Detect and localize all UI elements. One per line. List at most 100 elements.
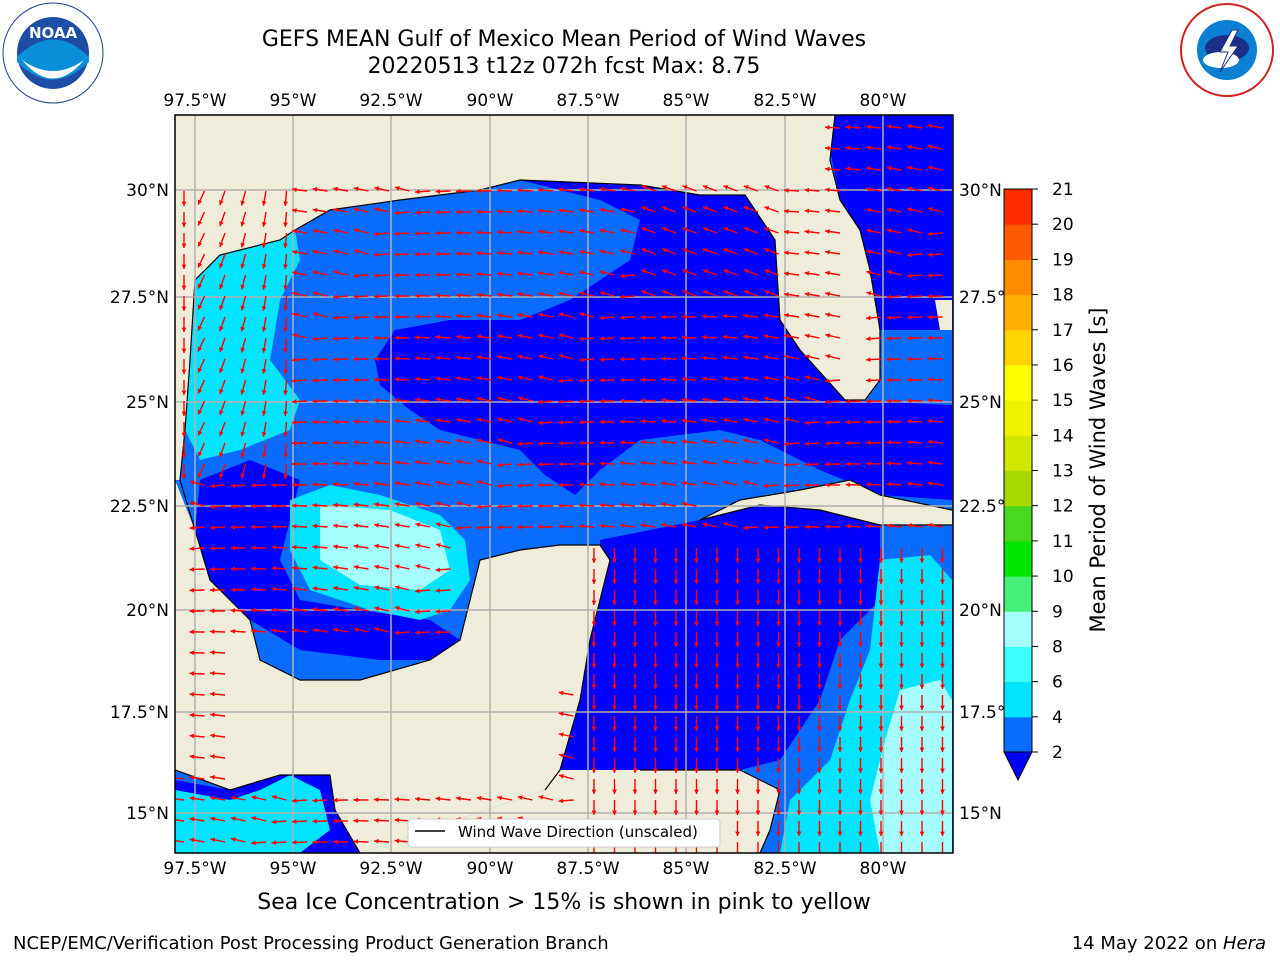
wave-direction-arrowhead xyxy=(661,522,666,528)
wave-direction-arrowhead xyxy=(661,439,666,445)
wave-direction-arrowhead xyxy=(825,378,830,384)
colorbar-segment xyxy=(1004,224,1032,260)
wave-direction-arrowhead xyxy=(886,207,892,213)
wave-direction-arrowhead xyxy=(743,185,749,190)
wave-direction-arrowhead xyxy=(837,726,843,731)
wave-direction-arrowhead xyxy=(558,503,563,509)
wave-direction-arrowhead xyxy=(858,663,863,668)
wave-direction-arrowhead xyxy=(476,209,481,215)
wave-direction-arrowhead xyxy=(796,600,802,605)
wave-direction-arrowhead xyxy=(292,270,298,276)
wave-direction-arrowhead xyxy=(271,524,276,530)
wave-direction-arrowhead xyxy=(796,810,802,815)
wave-direction-arrowhead xyxy=(878,726,884,731)
wave-direction-arrowhead xyxy=(189,525,195,531)
wave-direction-arrowhead xyxy=(415,564,421,569)
wave-direction-arrowhead xyxy=(435,355,441,361)
sea-ice-note: Sea Ice Concentration > 15% is shown in … xyxy=(257,890,871,915)
wave-direction-arrowhead xyxy=(435,480,441,486)
colorbar-tick-label: 10 xyxy=(1052,567,1074,587)
wave-direction-arrowhead xyxy=(333,294,338,300)
wave-direction-arrowhead xyxy=(796,684,802,689)
wave-direction-arrowhead xyxy=(735,558,740,563)
wave-direction-arrowhead xyxy=(837,600,843,605)
wave-direction-arrowhead xyxy=(817,768,822,773)
wave-direction-arrowhead xyxy=(886,165,892,171)
lon-label-top: 92.5°W xyxy=(359,91,422,111)
wave-direction-arrowhead xyxy=(197,451,203,457)
wave-direction-arrowhead xyxy=(653,579,658,584)
wave-direction-arrowhead xyxy=(394,606,400,611)
wave-direction-arrowhead xyxy=(210,504,215,510)
wave-direction-arrowhead xyxy=(817,558,822,563)
wave-direction-arrowhead xyxy=(673,747,679,752)
wave-direction-arrowhead xyxy=(735,663,740,668)
wave-direction-arrowhead xyxy=(558,354,564,359)
wave-direction-arrowhead xyxy=(517,462,523,468)
wave-direction-arrowhead xyxy=(899,705,904,710)
wave-direction-arrowhead xyxy=(189,671,195,676)
wave-direction-arrowhead xyxy=(415,459,420,465)
map-frame xyxy=(174,114,954,854)
wave-direction-arrowhead xyxy=(694,642,699,647)
wave-direction-arrowhead xyxy=(374,252,379,258)
wave-direction-arrowhead xyxy=(353,564,359,570)
wave-direction-arrowhead xyxy=(927,123,933,129)
wave-direction-arrowhead xyxy=(694,558,699,563)
wave-direction-arrowhead xyxy=(374,293,379,299)
wave-direction-arrowhead xyxy=(661,356,666,362)
wave-direction-arrowhead xyxy=(743,438,749,444)
wave-direction-arrowhead xyxy=(558,333,564,338)
wave-direction-arrowhead xyxy=(632,726,638,731)
wave-direction-arrowhead xyxy=(456,272,461,277)
wave-direction-arrowhead xyxy=(435,438,441,444)
wave-direction-arrowhead xyxy=(219,326,224,332)
wave-direction-arrowhead xyxy=(899,579,904,584)
wave-direction-arrowhead xyxy=(210,837,216,843)
wave-direction-arrowhead xyxy=(755,747,761,752)
wave-direction-arrowhead xyxy=(858,810,863,815)
wave-direction-arrowhead xyxy=(456,334,461,340)
wave-direction-arrowhead xyxy=(591,663,597,668)
wave-direction-arrowhead xyxy=(927,356,932,362)
wave-direction-arrowhead xyxy=(292,798,297,804)
wave-direction-arrowhead xyxy=(825,229,830,234)
wave-direction-arrowhead xyxy=(497,375,503,381)
wave-direction-arrowhead xyxy=(374,207,380,212)
wave-direction-arrowhead xyxy=(866,124,871,130)
wave-direction-arrowhead xyxy=(261,243,267,248)
wave-direction-arrowhead xyxy=(189,546,195,552)
wave-direction-arrowhead xyxy=(682,185,688,190)
wave-direction-arrowhead xyxy=(796,558,802,563)
wave-direction-arrowhead xyxy=(292,607,297,613)
wave-direction-arrowhead xyxy=(353,627,359,633)
wave-direction-arrowhead xyxy=(271,795,277,800)
wave-direction-arrowhead xyxy=(919,726,925,731)
wave-direction-arrowhead xyxy=(435,313,441,319)
wave-direction-arrowhead xyxy=(825,125,830,130)
wave-direction-arrowhead xyxy=(866,166,871,171)
wave-direction-arrowhead xyxy=(755,684,761,689)
wave-direction-arrowhead xyxy=(374,543,379,549)
wave-direction-arrowhead xyxy=(919,663,925,668)
wave-direction-arrowhead xyxy=(189,650,194,656)
wave-direction-arrowhead xyxy=(292,503,297,509)
wave-direction-arrowhead xyxy=(497,438,503,443)
wave-direction-arrowhead xyxy=(620,398,625,404)
wave-direction-arrowhead xyxy=(456,417,461,423)
wave-direction-arrowhead xyxy=(374,564,380,570)
wave-direction-arrowhead xyxy=(817,663,822,668)
wave-direction-arrowhead xyxy=(599,377,604,383)
wave-direction-arrowhead xyxy=(817,810,822,815)
wave-direction-arrowhead xyxy=(312,291,318,296)
wave-direction-arrowhead xyxy=(312,839,317,845)
wave-direction-arrowhead xyxy=(415,439,420,444)
wave-direction-arrowhead xyxy=(283,306,288,311)
wave-direction-arrowhead xyxy=(394,460,400,465)
wave-direction-arrowhead xyxy=(538,270,543,276)
wave-direction-arrowhead xyxy=(312,207,318,213)
wave-direction-arrowhead xyxy=(866,291,872,296)
colorbar-tick-label: 9 xyxy=(1052,602,1063,622)
wave-direction-arrowhead xyxy=(919,600,925,605)
wave-direction-arrowhead xyxy=(181,348,187,353)
